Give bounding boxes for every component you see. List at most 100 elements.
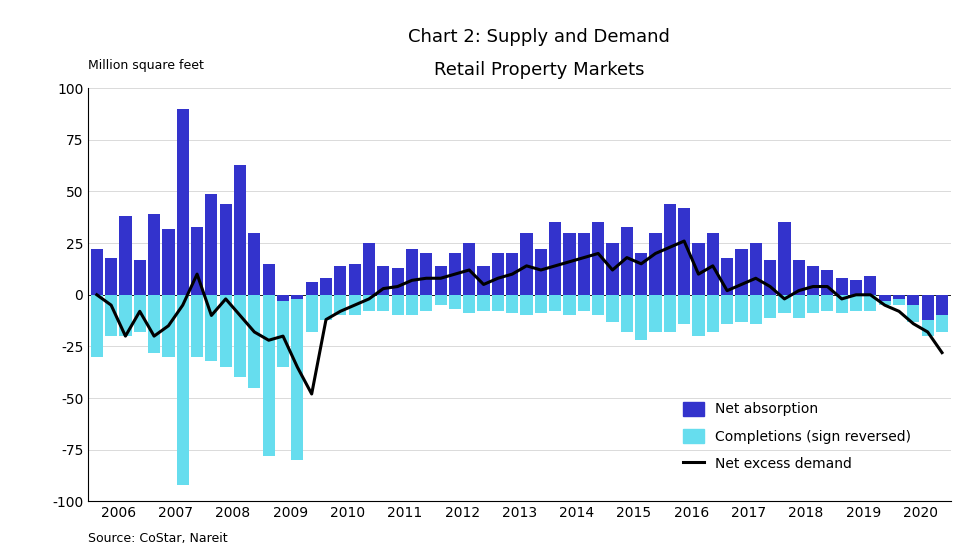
Bar — [578, 295, 590, 311]
Bar — [564, 233, 575, 295]
Bar — [206, 295, 218, 361]
Bar — [91, 250, 103, 295]
Bar — [420, 295, 432, 311]
Bar — [248, 233, 261, 295]
Bar — [133, 295, 146, 332]
Bar — [105, 295, 118, 336]
Bar — [349, 264, 361, 295]
Bar — [464, 295, 475, 314]
Bar — [879, 295, 891, 301]
Bar — [291, 295, 304, 299]
Bar — [319, 278, 332, 295]
Bar — [735, 250, 748, 295]
Bar — [319, 295, 332, 320]
Bar — [693, 295, 705, 336]
Bar — [163, 229, 174, 295]
Bar — [821, 295, 833, 311]
Bar — [464, 243, 475, 295]
Bar — [363, 243, 375, 295]
Bar — [148, 214, 160, 295]
Bar — [592, 295, 605, 315]
Bar — [893, 295, 906, 305]
Bar — [907, 295, 919, 322]
Bar — [821, 270, 833, 295]
Legend: Net absorption, Completions (sign reversed), Net excess demand: Net absorption, Completions (sign revers… — [676, 395, 918, 478]
Bar — [750, 243, 761, 295]
Bar — [392, 268, 404, 295]
Bar — [850, 280, 862, 295]
Bar — [191, 226, 203, 295]
Bar — [635, 295, 647, 341]
Bar — [836, 278, 848, 295]
Text: Million square feet: Million square feet — [88, 58, 204, 72]
Bar — [549, 295, 562, 311]
Bar — [707, 295, 719, 332]
Bar — [807, 295, 819, 314]
Bar — [663, 204, 676, 295]
Bar — [120, 295, 131, 336]
Bar — [778, 223, 791, 295]
Bar — [334, 295, 346, 315]
Bar — [449, 253, 461, 295]
Bar — [263, 264, 274, 295]
Bar — [306, 295, 318, 332]
Bar — [879, 295, 891, 305]
Bar — [520, 233, 533, 295]
Bar — [635, 253, 647, 295]
Bar — [492, 253, 504, 295]
Bar — [334, 266, 346, 295]
Bar — [864, 295, 876, 311]
Bar — [864, 276, 876, 295]
Text: Source: CoStar, Nareit: Source: CoStar, Nareit — [88, 532, 227, 545]
Bar — [721, 295, 733, 324]
Bar — [506, 253, 518, 295]
Bar — [778, 295, 791, 314]
Bar — [263, 295, 274, 456]
Bar — [406, 295, 418, 315]
Bar — [133, 260, 146, 295]
Bar — [449, 295, 461, 309]
Bar — [578, 233, 590, 295]
Bar — [850, 295, 862, 311]
Bar — [176, 109, 189, 295]
Bar — [176, 295, 189, 485]
Bar — [663, 295, 676, 332]
Bar — [620, 295, 633, 332]
Text: Retail Property Markets: Retail Property Markets — [434, 61, 644, 79]
Bar — [377, 266, 389, 295]
Bar — [234, 295, 246, 377]
Bar — [936, 295, 948, 315]
Bar — [420, 253, 432, 295]
Bar — [707, 233, 719, 295]
Bar — [735, 295, 748, 322]
Bar — [678, 208, 690, 295]
Bar — [936, 295, 948, 332]
Bar — [191, 295, 203, 357]
Bar — [306, 283, 318, 295]
Bar — [807, 266, 819, 295]
Bar — [750, 295, 761, 324]
Bar — [120, 217, 131, 295]
Bar — [377, 295, 389, 311]
Bar — [921, 295, 934, 320]
Bar — [105, 258, 118, 295]
Bar — [234, 165, 246, 295]
Bar — [907, 295, 919, 305]
Bar — [564, 295, 575, 315]
Bar — [91, 295, 103, 357]
Bar — [277, 295, 289, 301]
Bar — [248, 295, 261, 388]
Bar — [793, 260, 805, 295]
Bar — [592, 223, 605, 295]
Bar — [678, 295, 690, 324]
Bar — [921, 295, 934, 336]
Bar — [793, 295, 805, 317]
Bar — [721, 258, 733, 295]
Bar — [620, 226, 633, 295]
Bar — [836, 295, 848, 314]
Bar — [349, 295, 361, 315]
Bar — [477, 295, 490, 311]
Bar — [607, 295, 618, 322]
Bar — [277, 295, 289, 367]
Bar — [549, 223, 562, 295]
